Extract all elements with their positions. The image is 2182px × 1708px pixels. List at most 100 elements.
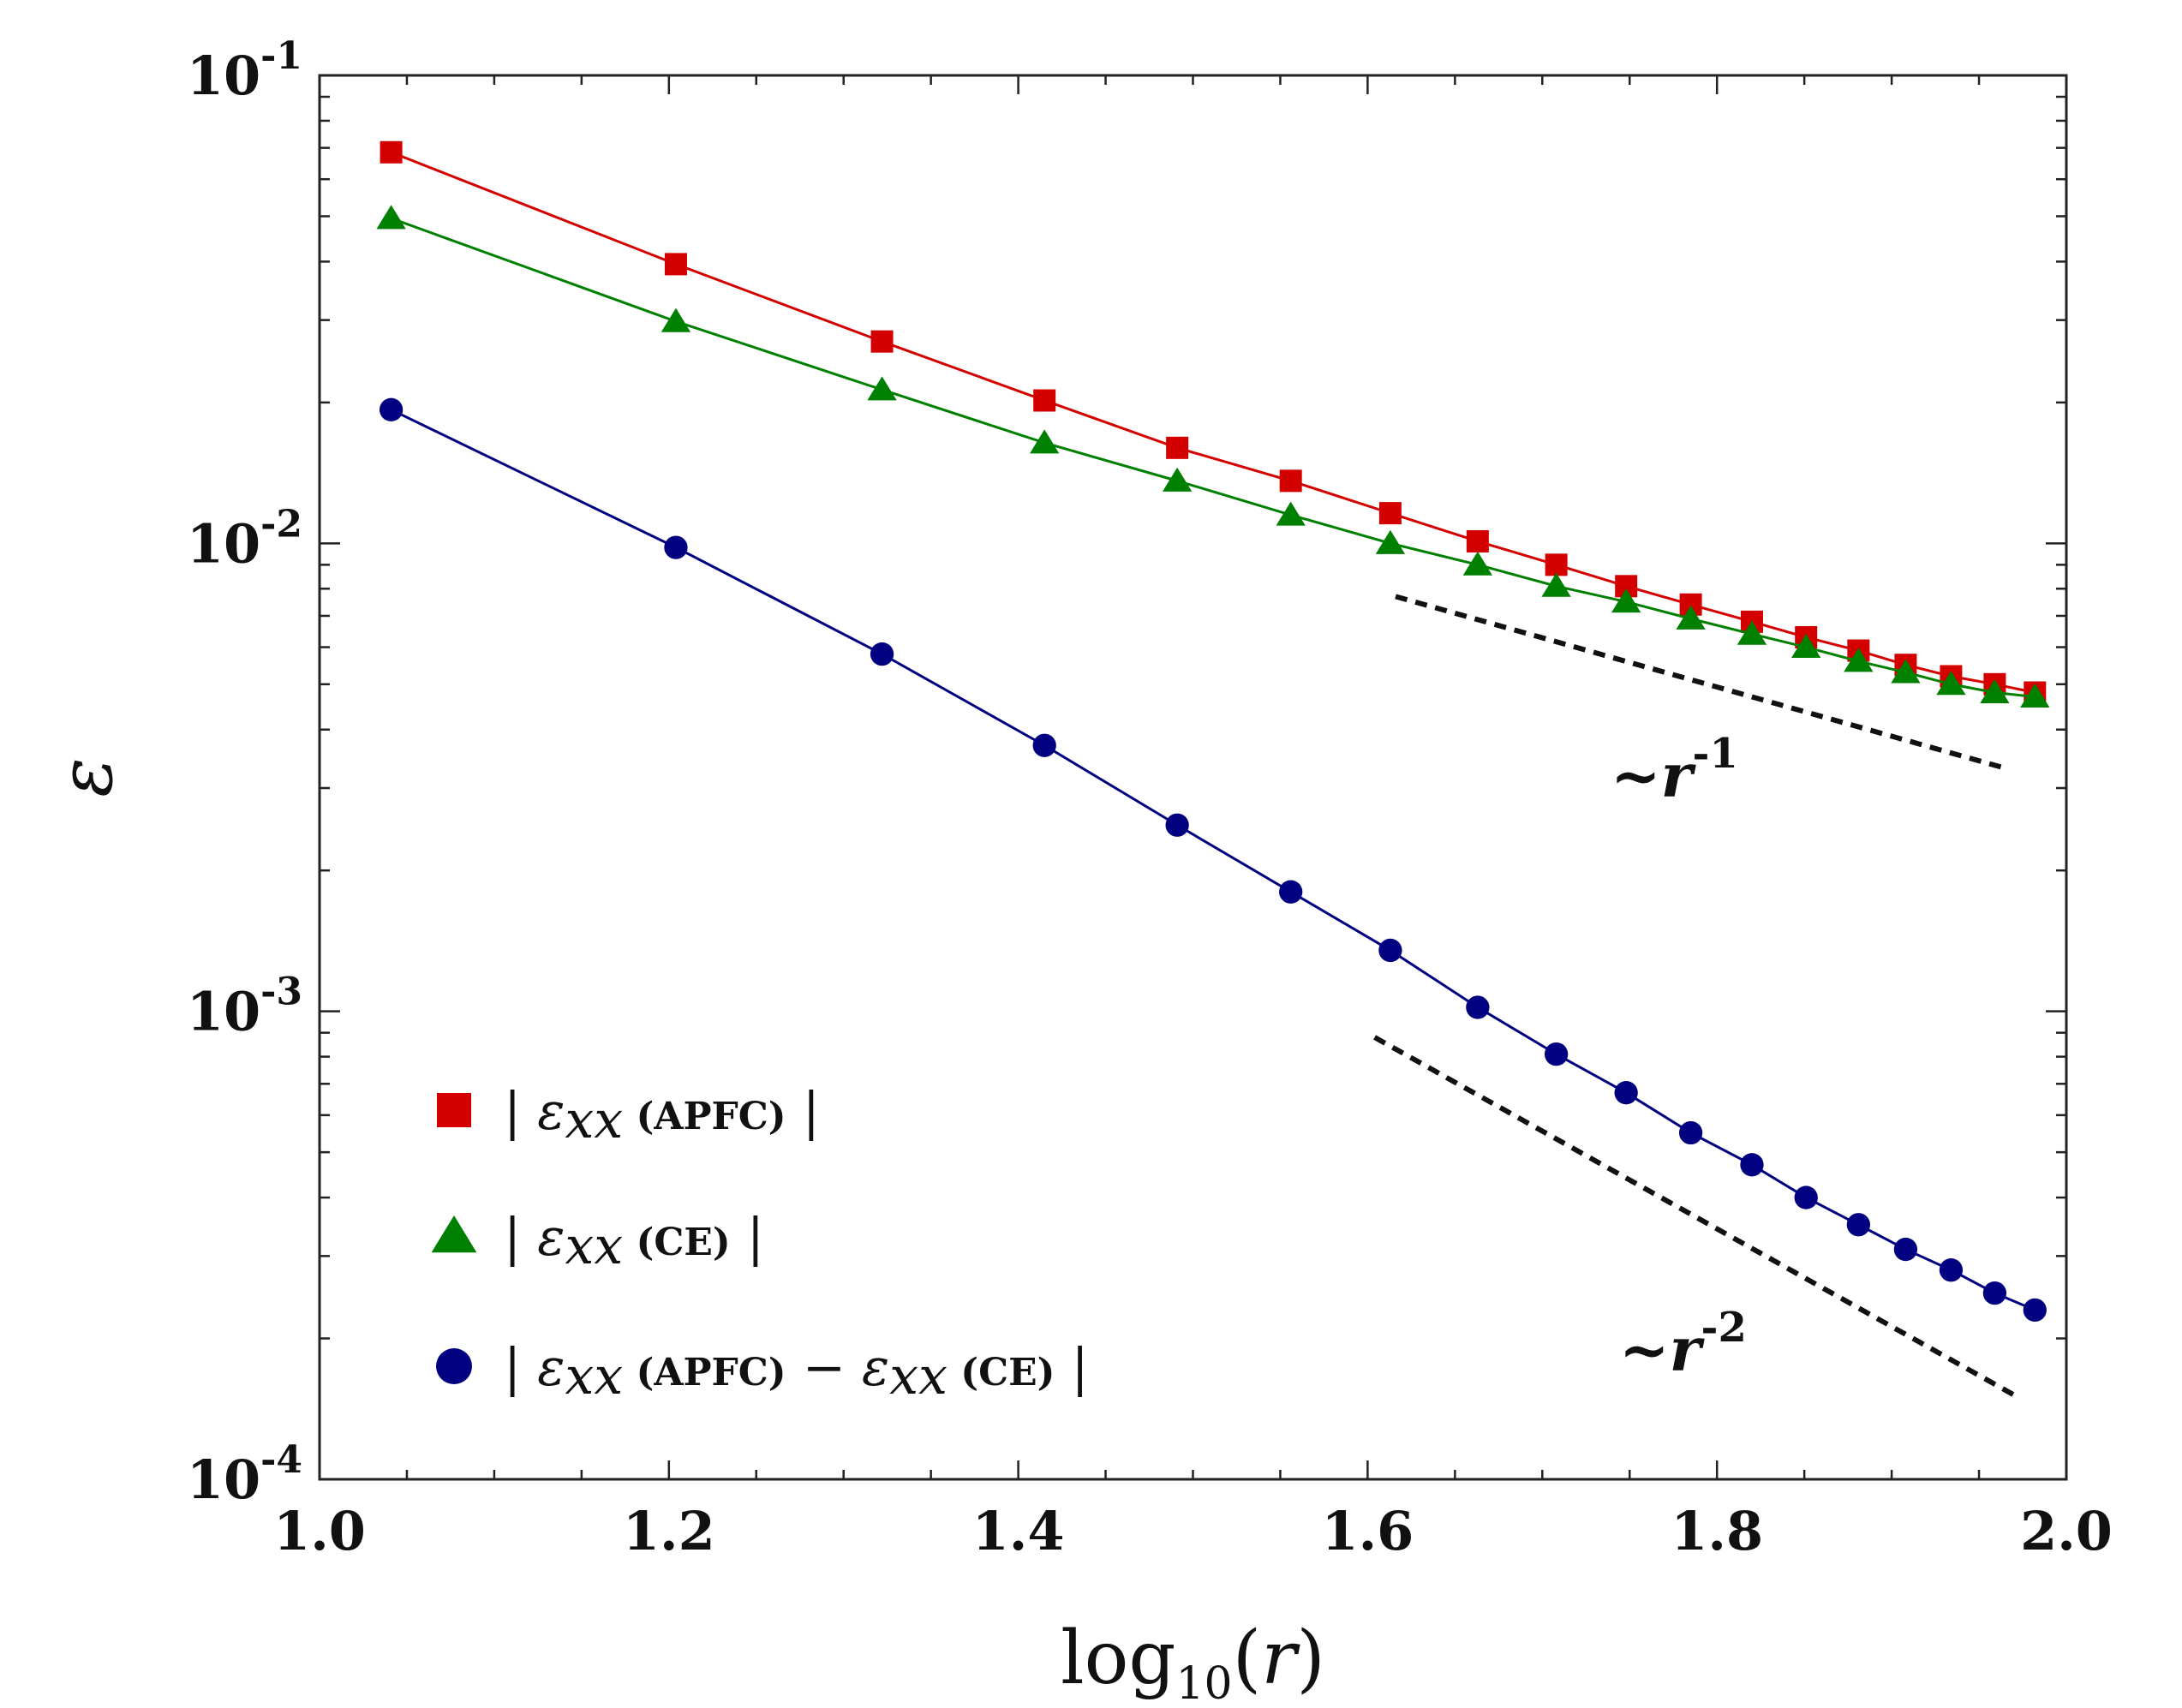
data-point <box>1791 633 1821 659</box>
data-point <box>1279 469 1302 493</box>
series-line <box>391 151 2036 694</box>
data-point <box>380 140 403 164</box>
data-point <box>1891 659 1921 684</box>
reference-tilde: ~ <box>1619 1314 1670 1385</box>
y-tick-base: 10 <box>187 981 260 1043</box>
series-0 <box>380 140 2047 704</box>
data-point <box>1544 1042 1569 1066</box>
data-point <box>870 642 894 666</box>
x-axis-paren: ) <box>1296 1615 1325 1701</box>
series-line <box>390 408 2036 1311</box>
data-point <box>1279 880 1303 904</box>
y-tick-exponent: -2 <box>260 502 302 546</box>
y-tick-base: 10 <box>187 512 260 575</box>
reference-tilde: ~ <box>1611 740 1661 811</box>
reference-exponent: -1 <box>1693 730 1738 778</box>
data-point <box>376 205 406 230</box>
legend-subscript: xx <box>889 1347 948 1406</box>
series-1 <box>376 205 2050 708</box>
data-point <box>1614 1081 1638 1105</box>
data-point <box>1737 620 1767 645</box>
x-tick-label: 2.0 <box>2020 1500 2113 1562</box>
legend-symbol: ε <box>537 1338 565 1398</box>
legend-bar: | <box>731 1208 764 1268</box>
y-axis-title: ε <box>44 757 129 797</box>
data-point <box>1030 429 1060 454</box>
data-point <box>1466 995 1490 1019</box>
reference-var: r <box>1661 740 1697 811</box>
data-point <box>867 376 897 401</box>
legend-tag: (APFC) <box>623 1095 786 1138</box>
data-point <box>2020 683 2050 708</box>
legend-bar: | <box>504 1082 537 1142</box>
x-axis-paren: ( <box>1233 1615 1262 1701</box>
x-tick-label: 1.6 <box>1321 1500 1414 1562</box>
data-point <box>1676 605 1706 630</box>
data-point <box>1165 813 1189 837</box>
legend-bar: | <box>504 1338 537 1398</box>
legend-tag: (CE) <box>948 1351 1055 1394</box>
legend-item: | εxx (APFC) | <box>437 1082 820 1150</box>
legend-symbol: ε <box>862 1338 889 1398</box>
data-point <box>1378 502 1402 525</box>
x-tick-label: 1.8 <box>1671 1500 1763 1562</box>
data-point <box>664 535 688 559</box>
data-point <box>870 330 894 353</box>
data-point <box>661 308 691 332</box>
data-point <box>1794 1185 1818 1209</box>
x-tick-label: 1.4 <box>972 1500 1065 1562</box>
data-point <box>1893 1237 1918 1262</box>
data-point <box>1375 529 1406 554</box>
reference-line <box>1395 594 2008 772</box>
legend-item: | εxx (CE) | <box>431 1208 764 1276</box>
data-point <box>1462 551 1493 576</box>
x-tick-label: 1.0 <box>273 1500 366 1562</box>
legend-marker <box>431 1215 477 1253</box>
reference-label: ~r-2 <box>1619 1304 1747 1385</box>
x-axis-title: log10(r) <box>1061 1615 1325 1708</box>
data-point <box>1982 1281 2007 1305</box>
data-point <box>1276 501 1306 526</box>
y-tick-exponent: -1 <box>260 34 302 78</box>
y-tick-label: 10-2 <box>187 502 302 575</box>
data-point <box>1611 588 1641 613</box>
data-point <box>1166 436 1189 459</box>
data-point <box>2023 1298 2047 1323</box>
legend-marker <box>436 1348 472 1384</box>
y-tick-exponent: -4 <box>260 1438 302 1482</box>
data-point <box>1936 671 1966 696</box>
y-tick-exponent: -3 <box>260 970 302 1014</box>
legend-label: | εxx (APFC) − εxx (CE) | <box>504 1338 1089 1406</box>
legend-subscript: xx <box>565 1090 624 1150</box>
legend-label: | εxx (APFC) | <box>504 1082 820 1150</box>
data-point <box>1378 938 1402 963</box>
legend-marker <box>437 1093 471 1127</box>
legend-operator: − <box>786 1338 862 1398</box>
reference-label: ~r-1 <box>1611 730 1738 811</box>
data-point <box>1545 553 1568 576</box>
x-axis-func: log <box>1061 1615 1175 1701</box>
y-tick-label: 10-3 <box>187 970 302 1043</box>
legend-bar: | <box>504 1208 537 1268</box>
data-point <box>1032 733 1056 757</box>
legend-item: | εxx (APFC) − εxx (CE) | <box>436 1338 1089 1406</box>
data-point <box>664 253 687 276</box>
legend-tag: (CE) <box>623 1221 731 1264</box>
legend-symbol: ε <box>537 1082 565 1142</box>
data-point <box>1678 1120 1703 1145</box>
reference-exponent: -2 <box>1701 1304 1747 1352</box>
legend-subscript: xx <box>565 1216 624 1276</box>
x-axis-sub: 10 <box>1175 1658 1232 1708</box>
legend-tag: (APFC) <box>623 1351 786 1394</box>
legend-bar: | <box>1055 1338 1088 1398</box>
data-point <box>1846 1213 1871 1237</box>
y-tick-base: 10 <box>187 45 260 107</box>
data-point <box>1466 529 1489 552</box>
data-point <box>1980 678 2010 703</box>
y-tick-base: 10 <box>187 1448 260 1511</box>
legend-subscript: xx <box>565 1347 624 1406</box>
reference-var: r <box>1670 1314 1706 1385</box>
x-axis-var: r <box>1261 1615 1300 1701</box>
